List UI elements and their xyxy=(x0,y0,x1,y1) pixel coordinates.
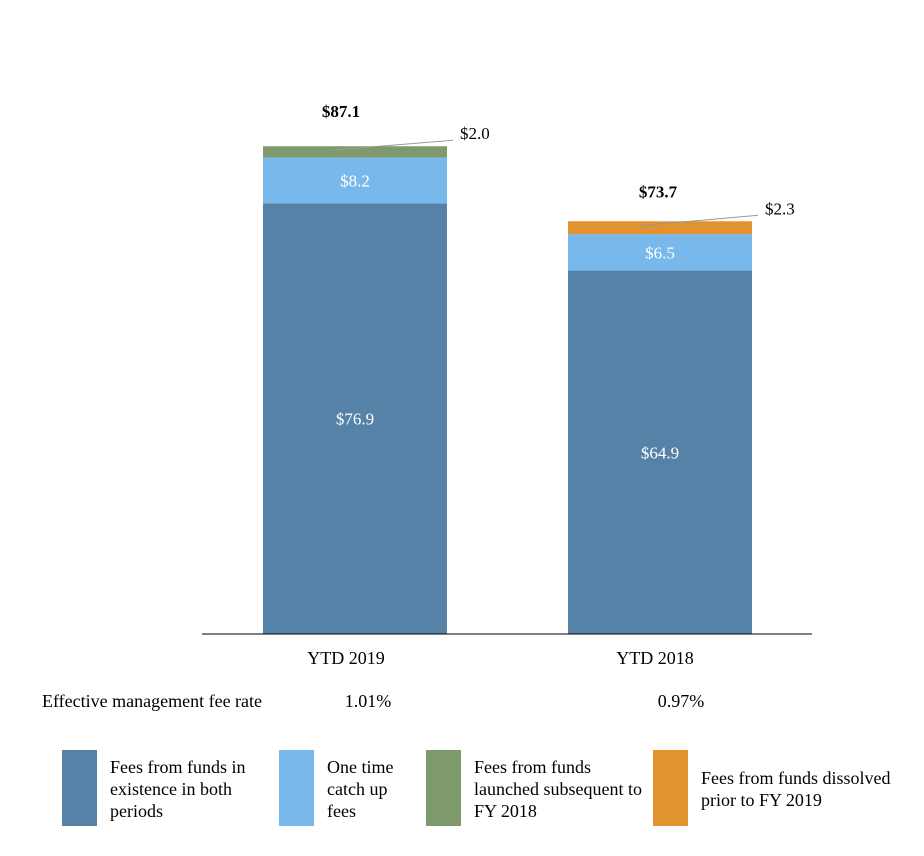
legend-swatch-existing-funds xyxy=(62,750,97,826)
legend-swatch-dissolved-funds xyxy=(653,750,688,826)
bar-segment-ytd-2018-series-0 xyxy=(568,270,752,634)
legend-label-launched-funds: Fees from funds launched subsequent to F… xyxy=(474,757,642,821)
fee-rate-value-ytd-2019: 1.01% xyxy=(345,691,392,711)
total-label-ytd-2018: $73.7 xyxy=(639,182,678,201)
data-label-ytd-2019-series-0: $76.9 xyxy=(336,410,374,429)
x-tick-labels: YTD 2019 YTD 2018 xyxy=(307,648,694,668)
total-label-ytd-2019: $87.1 xyxy=(322,102,360,121)
legend-swatch-launched-funds xyxy=(426,750,461,826)
bar-segment-ytd-2018-series-3 xyxy=(568,221,752,235)
legend-label-existing-funds: Fees from funds in existence in both per… xyxy=(110,757,246,821)
data-label-ytd-2018-series-3: $2.3 xyxy=(765,199,795,218)
bar-segment-ytd-2018-series-1 xyxy=(568,234,752,271)
fee-rate-label: Effective management fee rate xyxy=(42,691,262,711)
bar-segment-ytd-2019-series-1 xyxy=(263,157,447,204)
leader-line-ytd-2019-series-2 xyxy=(334,139,454,151)
legend-swatch-catch-up-fees xyxy=(279,750,314,826)
bar-segment-ytd-2019-series-2 xyxy=(263,146,447,158)
fee-rate-value-ytd-2018: 0.97% xyxy=(658,691,705,711)
data-label-ytd-2019-series-1: $8.2 xyxy=(340,171,370,190)
legend-label-dissolved-funds: Fees from funds dissolved prior to FY 20… xyxy=(701,768,891,810)
bar-segment-ytd-2019-series-0 xyxy=(263,203,447,635)
x-tick-label-ytd-2018: YTD 2018 xyxy=(616,648,694,668)
data-label-ytd-2019-series-2: $2.0 xyxy=(460,124,490,143)
bars-layer xyxy=(263,146,752,635)
leader-line-ytd-2018-series-3 xyxy=(639,214,759,227)
data-label-ytd-2018-series-0: $64.9 xyxy=(641,443,679,462)
legend-label-catch-up-fees: One time catch up fees xyxy=(327,757,394,821)
data-label-ytd-2018-series-1: $6.5 xyxy=(645,243,675,262)
x-tick-label-ytd-2019: YTD 2019 xyxy=(307,648,385,668)
labels-layer: $76.9 $8.2 $2.0 $87.1 $64.9 $6.5 $2.3 $73.7 xyxy=(322,102,795,462)
